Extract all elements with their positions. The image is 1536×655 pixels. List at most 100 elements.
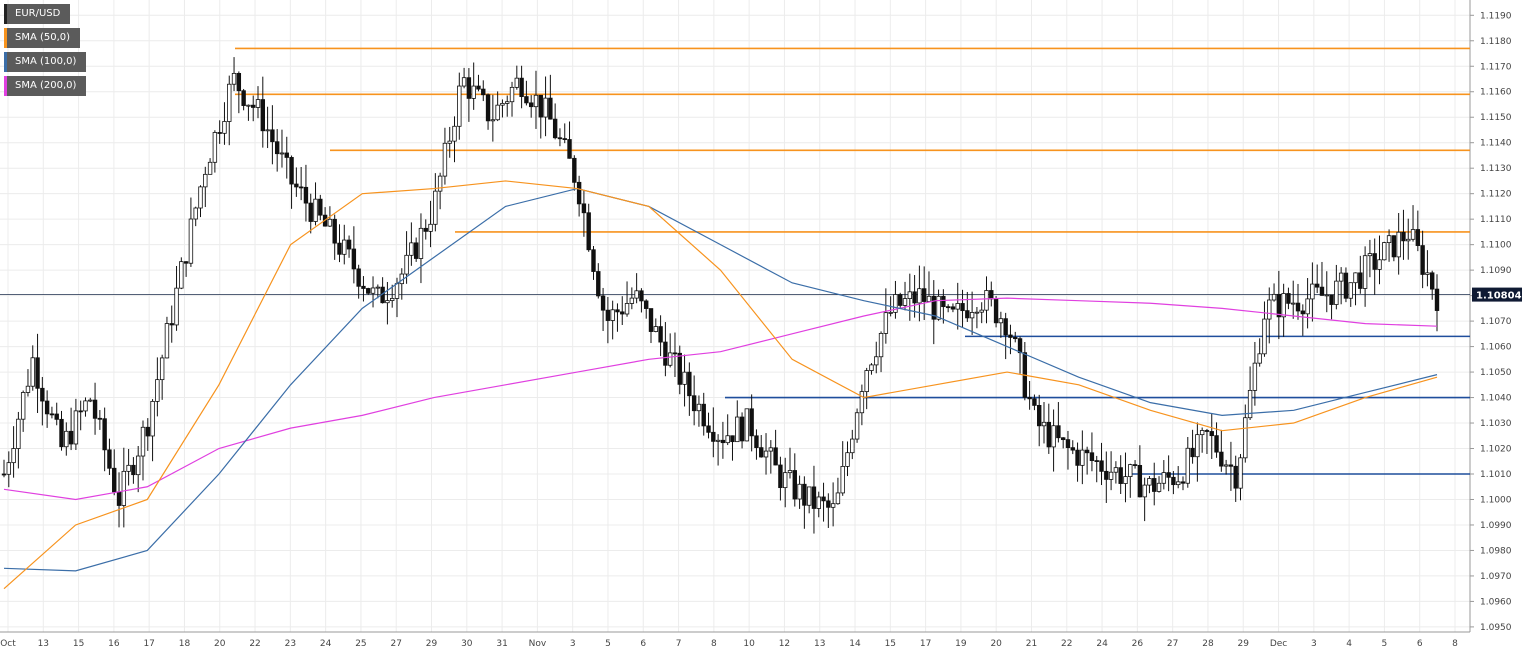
candle-bearish (44, 400, 50, 415)
candle-bearish (677, 352, 682, 385)
candle-bearish (1152, 478, 1157, 492)
candle-bullish (874, 356, 879, 366)
candle-bearish (1329, 294, 1334, 305)
candle-bearish (241, 90, 246, 106)
x-tick-label: 6 (1417, 639, 1423, 649)
candle-bearish (107, 449, 112, 469)
candle-bearish (476, 85, 481, 90)
x-tick-label: 29 (1238, 639, 1250, 649)
sma-200-line (3, 297, 1438, 501)
y-tick-label: 1.1070 (1480, 317, 1512, 327)
candle-bullish (715, 439, 721, 442)
candle-bearish (413, 242, 419, 259)
candle-bullish (342, 239, 347, 255)
legend-label-sma200: SMA (200,0) (7, 76, 87, 96)
candle-bearish (701, 403, 706, 427)
candle-bearish (989, 290, 994, 300)
candle-bullish (385, 300, 390, 304)
candle-bearish (332, 218, 337, 244)
candle-bullish (1123, 476, 1128, 484)
candle-bullish (164, 323, 170, 359)
candle-bullish (1238, 457, 1243, 489)
candle-bullish (135, 455, 141, 476)
candle-bearish (294, 183, 299, 188)
candle-bullish (725, 435, 730, 444)
candle-bullish (500, 103, 505, 106)
candle-bearish (639, 290, 644, 302)
candle-bearish (720, 439, 726, 444)
candle-bullish (126, 464, 131, 472)
x-tick-label: 8 (1452, 639, 1458, 649)
legend-swatch-sma50 (4, 28, 7, 48)
x-tick-label: 27 (1167, 639, 1178, 649)
candle-bullish (979, 309, 984, 313)
candle-bullish (883, 312, 889, 334)
candle-bullish (203, 173, 208, 188)
candle-bullish (1267, 299, 1272, 320)
candle-bullish (624, 303, 630, 315)
candle-bullish (850, 438, 855, 454)
candle-bearish (931, 295, 936, 320)
candle-bearish (562, 138, 567, 140)
candle-bearish (1094, 460, 1099, 462)
candle-bearish (528, 102, 534, 108)
candle-bullish (375, 286, 381, 289)
candle-bullish (370, 287, 376, 294)
candle-bullish (744, 408, 750, 442)
candle-bearish (1104, 470, 1109, 480)
candle-bearish (284, 152, 289, 158)
candle-bullish (1041, 421, 1047, 427)
x-tick-label: 3 (1311, 639, 1317, 649)
candle-bullish (461, 77, 467, 87)
candle-bearish (1228, 464, 1234, 467)
x-tick-label: 25 (355, 639, 366, 649)
candle-bullish (1305, 298, 1310, 315)
candle-bullish (917, 288, 922, 304)
candle-bearish (1017, 338, 1023, 354)
candle-bullish (1243, 417, 1248, 459)
candle-bullish (859, 391, 865, 414)
candle-bullish (495, 104, 500, 121)
legend-item-eurusd: EUR/USD (4, 4, 86, 24)
candle-bearish (1008, 334, 1013, 338)
candle-bearish (1132, 464, 1138, 466)
candle-bearish (898, 294, 903, 306)
x-tick-label: 27 (390, 639, 401, 649)
candle-bearish (620, 311, 625, 315)
candle-bullish (763, 450, 769, 458)
candle-bearish (615, 309, 620, 313)
x-tick-label: 26 (1132, 639, 1144, 649)
candle-bearish (821, 496, 826, 502)
candle-bearish (605, 309, 611, 321)
y-tick-label: 1.1110 (1480, 215, 1512, 225)
x-tick-label: 15 (73, 639, 84, 649)
candle-bullish (457, 85, 462, 127)
candle-bullish (1406, 238, 1411, 242)
y-tick-label: 1.0960 (1480, 597, 1512, 607)
candle-bullish (174, 287, 179, 326)
candle-bearish (116, 491, 122, 506)
candle-bullish (864, 370, 869, 393)
candle-bullish (30, 357, 35, 387)
candle-bullish (433, 190, 438, 225)
candle-bullish (1185, 447, 1190, 484)
candle-bearish (356, 268, 361, 287)
candle-bearish (40, 387, 45, 402)
candle-bullish (955, 303, 960, 310)
candle-bullish (313, 198, 318, 222)
candle-bearish (1401, 231, 1406, 242)
candle-bullish (1128, 464, 1133, 477)
candle-bullish (16, 418, 21, 449)
candle-bearish (1209, 431, 1214, 437)
candle-bullish (787, 470, 793, 474)
candle-bullish (428, 223, 433, 232)
candle-bullish (610, 309, 615, 321)
legend-label-eurusd: EUR/USD (7, 4, 71, 24)
candle-bearish (663, 341, 668, 366)
x-tick-label: 21 (1026, 639, 1037, 649)
candle-bullish (509, 86, 515, 103)
candle-bullish (404, 254, 409, 275)
candle-bearish (965, 310, 970, 319)
